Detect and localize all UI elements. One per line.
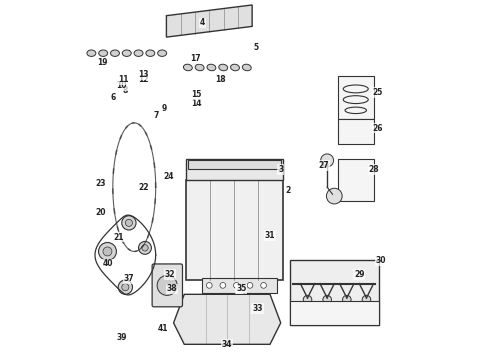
Text: 27: 27 <box>318 161 329 170</box>
Ellipse shape <box>243 64 251 71</box>
Text: 24: 24 <box>163 172 173 181</box>
Circle shape <box>103 247 112 256</box>
FancyBboxPatch shape <box>186 158 283 180</box>
Text: 23: 23 <box>95 179 105 188</box>
Text: 18: 18 <box>215 76 225 85</box>
Circle shape <box>326 188 342 204</box>
Circle shape <box>157 275 177 296</box>
Circle shape <box>206 283 212 288</box>
Circle shape <box>343 296 351 304</box>
Text: 28: 28 <box>368 165 379 174</box>
Text: 10: 10 <box>117 81 127 90</box>
Polygon shape <box>167 5 252 37</box>
Text: 30: 30 <box>375 256 386 265</box>
Circle shape <box>323 296 331 304</box>
Text: 25: 25 <box>372 88 382 97</box>
FancyBboxPatch shape <box>188 160 281 169</box>
Ellipse shape <box>98 50 108 57</box>
Circle shape <box>247 283 253 288</box>
Text: 41: 41 <box>158 324 168 333</box>
Ellipse shape <box>87 50 96 57</box>
Text: 40: 40 <box>102 260 113 269</box>
Circle shape <box>122 284 129 291</box>
Ellipse shape <box>183 64 192 71</box>
Text: 20: 20 <box>95 208 105 217</box>
Ellipse shape <box>158 50 167 57</box>
Text: 6: 6 <box>110 93 116 102</box>
Ellipse shape <box>207 64 216 71</box>
Text: 29: 29 <box>354 270 365 279</box>
Text: 4: 4 <box>199 18 205 27</box>
Polygon shape <box>173 294 281 344</box>
Circle shape <box>122 216 136 230</box>
Ellipse shape <box>134 50 143 57</box>
Text: 22: 22 <box>138 183 148 192</box>
Circle shape <box>125 219 132 226</box>
Text: 38: 38 <box>167 284 177 293</box>
FancyBboxPatch shape <box>338 158 373 202</box>
Ellipse shape <box>231 64 240 71</box>
Circle shape <box>142 245 148 251</box>
Circle shape <box>118 280 132 294</box>
Text: 37: 37 <box>123 274 134 283</box>
Circle shape <box>261 283 267 288</box>
Text: 33: 33 <box>252 304 263 313</box>
Text: 8: 8 <box>122 86 128 95</box>
Text: 2: 2 <box>285 186 291 195</box>
Text: 15: 15 <box>192 90 202 99</box>
Text: 31: 31 <box>265 231 275 240</box>
FancyBboxPatch shape <box>290 260 379 325</box>
Ellipse shape <box>122 50 131 57</box>
Text: 19: 19 <box>97 58 107 67</box>
FancyBboxPatch shape <box>152 264 182 307</box>
FancyBboxPatch shape <box>290 301 379 325</box>
Circle shape <box>234 283 239 288</box>
Text: 26: 26 <box>372 124 382 133</box>
Ellipse shape <box>219 64 228 71</box>
Text: 21: 21 <box>113 233 123 242</box>
Text: 14: 14 <box>192 99 202 108</box>
FancyBboxPatch shape <box>202 278 277 293</box>
Text: 17: 17 <box>190 54 200 63</box>
Circle shape <box>139 242 151 254</box>
Text: 39: 39 <box>117 333 127 342</box>
Ellipse shape <box>111 50 120 57</box>
FancyBboxPatch shape <box>186 180 283 280</box>
Ellipse shape <box>195 64 204 71</box>
Circle shape <box>220 283 226 288</box>
Text: 12: 12 <box>138 76 148 85</box>
FancyBboxPatch shape <box>338 76 373 119</box>
Circle shape <box>362 296 371 304</box>
Text: 3: 3 <box>278 165 283 174</box>
Circle shape <box>303 296 312 304</box>
Text: 9: 9 <box>162 104 167 113</box>
Ellipse shape <box>146 50 155 57</box>
Text: 1: 1 <box>237 284 242 293</box>
FancyBboxPatch shape <box>338 119 373 144</box>
Text: 32: 32 <box>165 270 175 279</box>
Text: 5: 5 <box>253 43 258 52</box>
Text: 34: 34 <box>222 340 232 349</box>
Circle shape <box>98 243 117 260</box>
Text: 35: 35 <box>236 284 246 293</box>
Circle shape <box>321 154 334 167</box>
Text: 7: 7 <box>153 111 158 120</box>
Text: 11: 11 <box>118 76 129 85</box>
Text: 13: 13 <box>138 70 148 79</box>
